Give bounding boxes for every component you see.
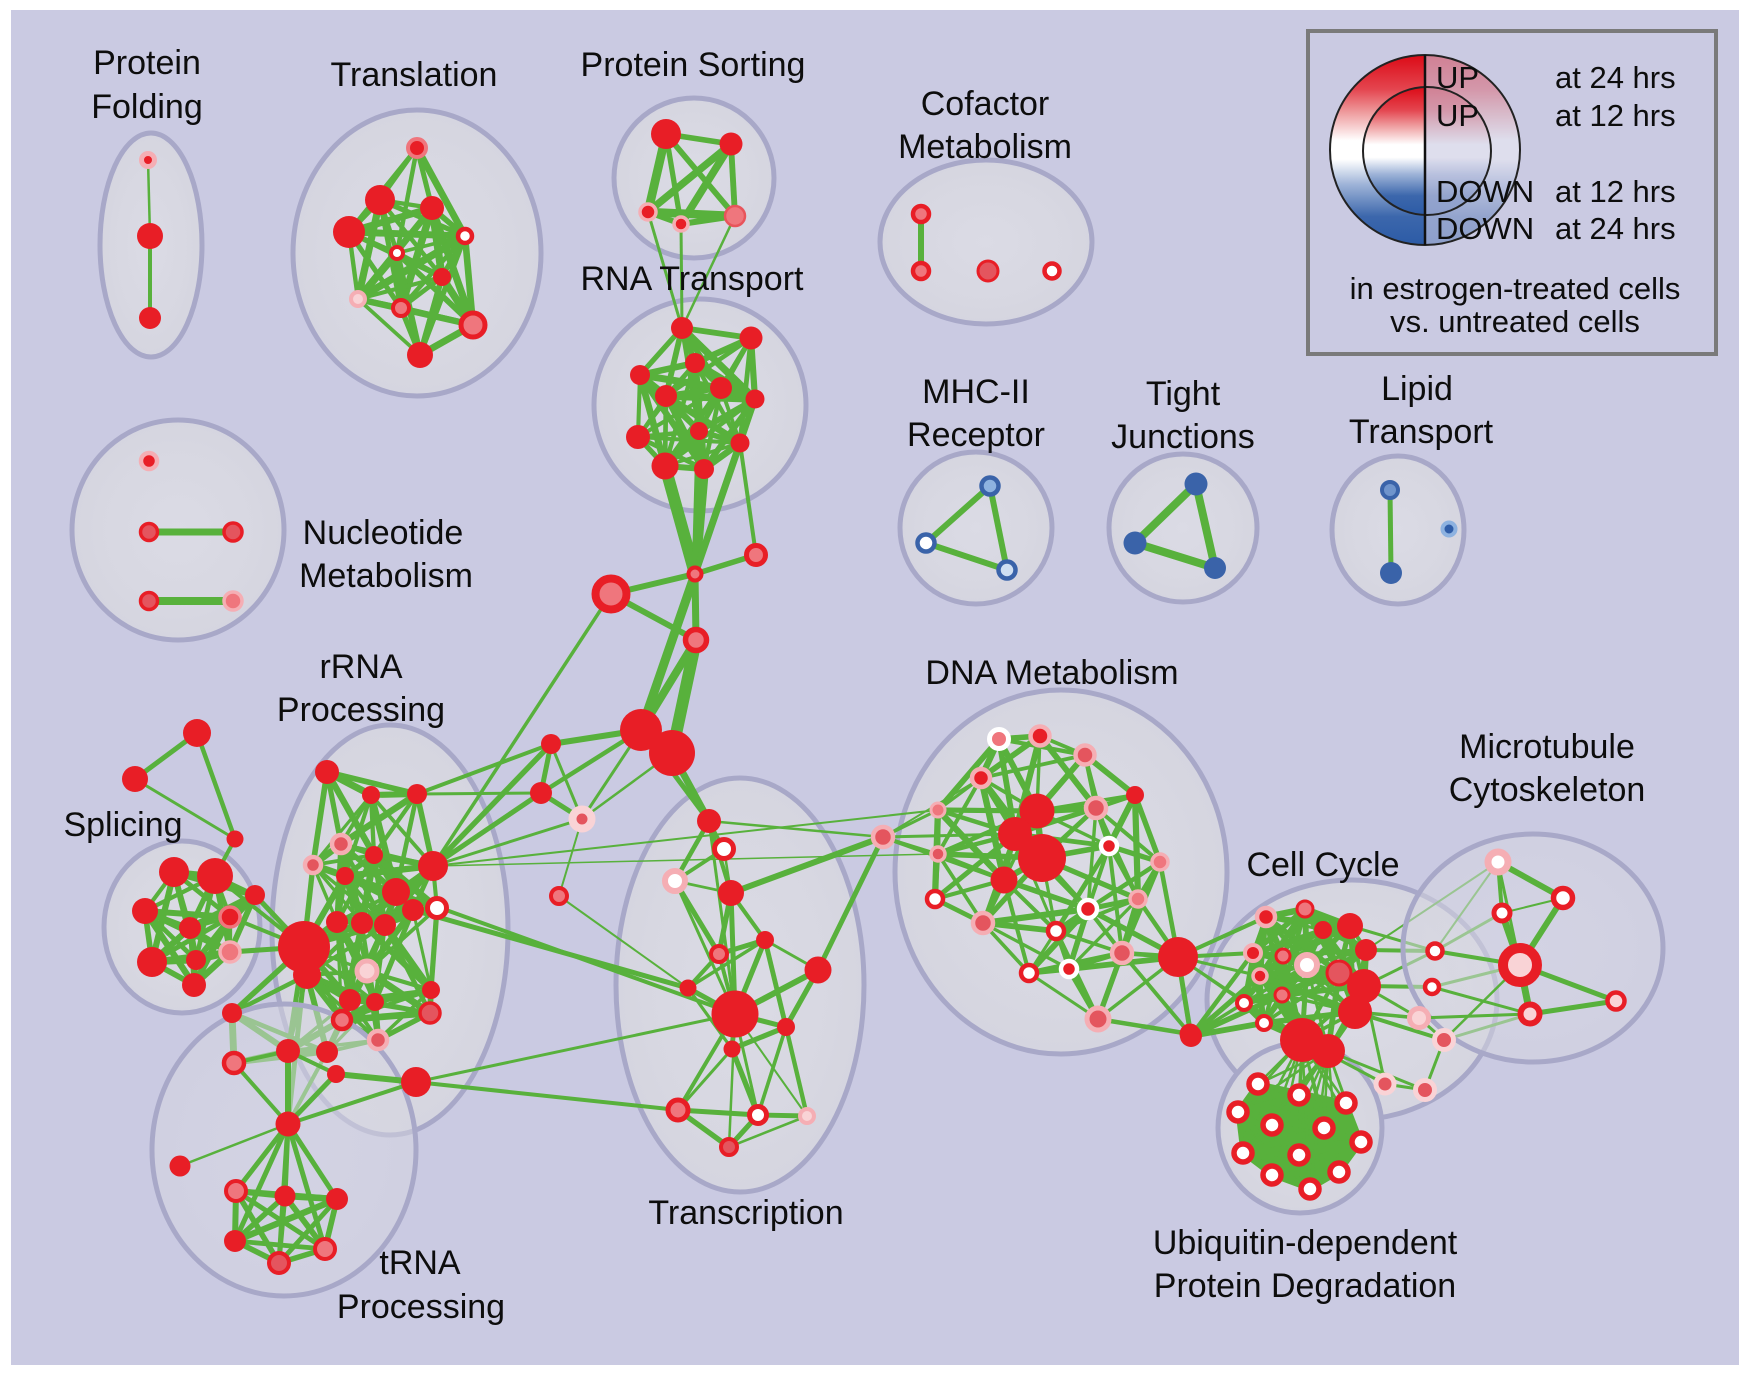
svg-text:Processing: Processing: [277, 691, 445, 729]
svg-text:at 24 hrs: at 24 hrs: [1555, 211, 1676, 246]
svg-text:UP: UP: [1436, 60, 1479, 95]
svg-text:Tight: Tight: [1146, 375, 1221, 413]
svg-text:UP: UP: [1436, 98, 1479, 133]
svg-text:Protein: Protein: [93, 44, 201, 82]
svg-text:Cofactor: Cofactor: [921, 85, 1050, 123]
svg-text:Translation: Translation: [331, 56, 498, 94]
svg-text:Ubiquitin-dependent: Ubiquitin-dependent: [1153, 1224, 1458, 1262]
svg-text:Metabolism: Metabolism: [299, 557, 473, 595]
svg-text:Microtubule: Microtubule: [1459, 728, 1635, 766]
svg-text:Transport: Transport: [1349, 413, 1494, 451]
svg-text:rRNA: rRNA: [319, 648, 402, 686]
svg-text:at 12 hrs: at 12 hrs: [1555, 98, 1676, 133]
svg-text:Metabolism: Metabolism: [898, 128, 1072, 166]
svg-text:RNA Transport: RNA Transport: [581, 260, 805, 298]
svg-text:tRNA: tRNA: [379, 1244, 461, 1282]
svg-text:Junctions: Junctions: [1111, 418, 1255, 456]
svg-text:Cytoskeleton: Cytoskeleton: [1449, 771, 1646, 809]
svg-text:Transcription: Transcription: [648, 1194, 843, 1232]
svg-text:Receptor: Receptor: [907, 416, 1045, 454]
svg-text:Cell Cycle: Cell Cycle: [1246, 846, 1399, 884]
svg-text:vs. untreated cells: vs. untreated cells: [1390, 304, 1640, 339]
svg-text:Splicing: Splicing: [63, 806, 182, 844]
svg-text:at 24 hrs: at 24 hrs: [1555, 60, 1676, 95]
svg-text:Lipid: Lipid: [1381, 370, 1453, 408]
svg-text:in estrogen-treated cells: in estrogen-treated cells: [1350, 271, 1681, 306]
svg-text:DNA Metabolism: DNA Metabolism: [925, 654, 1178, 692]
svg-text:Protein Sorting: Protein Sorting: [581, 46, 806, 84]
svg-text:Nucleotide: Nucleotide: [303, 514, 464, 552]
svg-text:at 12 hrs: at 12 hrs: [1555, 174, 1676, 209]
svg-text:Folding: Folding: [91, 88, 203, 126]
svg-text:DOWN: DOWN: [1436, 174, 1534, 209]
svg-text:Protein Degradation: Protein Degradation: [1154, 1267, 1456, 1305]
svg-text:Processing: Processing: [337, 1288, 505, 1326]
svg-text:DOWN: DOWN: [1436, 211, 1534, 246]
svg-text:MHC-II: MHC-II: [922, 373, 1030, 411]
